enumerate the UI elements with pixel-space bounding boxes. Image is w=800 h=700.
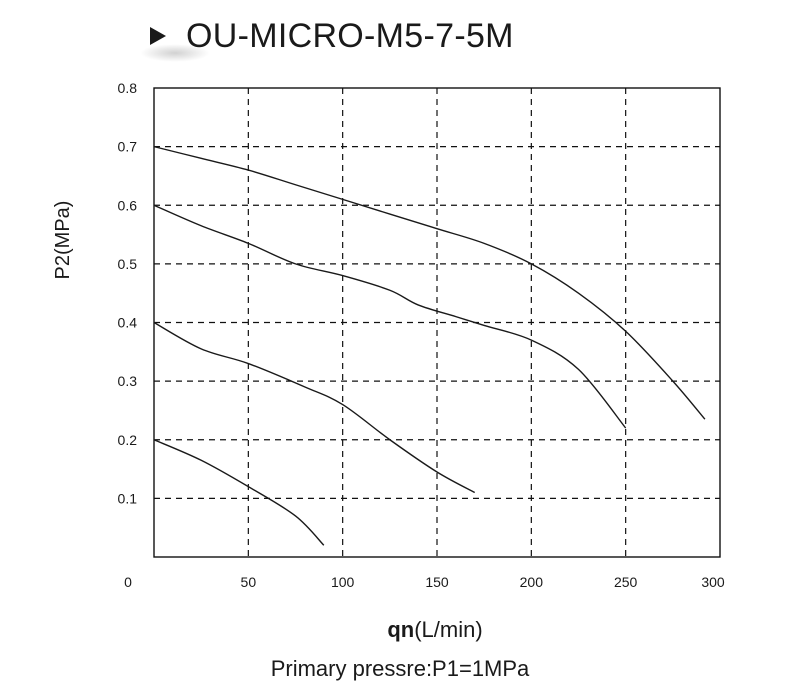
y-axis-label: P2(MPa) bbox=[52, 200, 74, 280]
y-tick-label: 0.2 bbox=[118, 432, 138, 448]
chart-title: OU-MICRO-M5-7-5M bbox=[186, 16, 514, 55]
x-tick-label: 300 bbox=[701, 574, 725, 590]
play-arrow-icon bbox=[150, 27, 166, 45]
x-tick-label: 250 bbox=[614, 574, 638, 590]
x-tick-label: 0 bbox=[124, 574, 132, 590]
series-line-4 bbox=[153, 145, 706, 420]
y-tick-label: 0.7 bbox=[118, 139, 138, 155]
title-bar: OU-MICRO-M5-7-5M bbox=[150, 14, 514, 58]
x-axis-label-symbol: qn bbox=[387, 617, 415, 642]
y-tick-label: 0.1 bbox=[118, 490, 138, 506]
y-tick-label: 0.8 bbox=[118, 80, 138, 96]
x-tick-label: 150 bbox=[425, 574, 449, 590]
y-tick-label: 0.5 bbox=[118, 256, 138, 272]
y-tick-label: 0.4 bbox=[118, 315, 138, 331]
x-tick-label: 200 bbox=[520, 574, 544, 590]
x-tick-label: 100 bbox=[331, 574, 355, 590]
x-axis-label-unit: (L/min) bbox=[414, 617, 483, 642]
title-shadow bbox=[140, 44, 210, 62]
y-tick-label: 0.3 bbox=[118, 373, 138, 389]
x-tick-label: 50 bbox=[241, 574, 257, 590]
series-line-1 bbox=[153, 439, 325, 546]
y-tick-label: 0.6 bbox=[118, 197, 138, 213]
primary-pressure-note: Primary pressre:P1=1MPa bbox=[270, 656, 530, 681]
x-axis-label: qn(L/min) bbox=[0, 617, 800, 643]
series-line-3 bbox=[153, 204, 627, 429]
series-line-2 bbox=[153, 321, 476, 494]
